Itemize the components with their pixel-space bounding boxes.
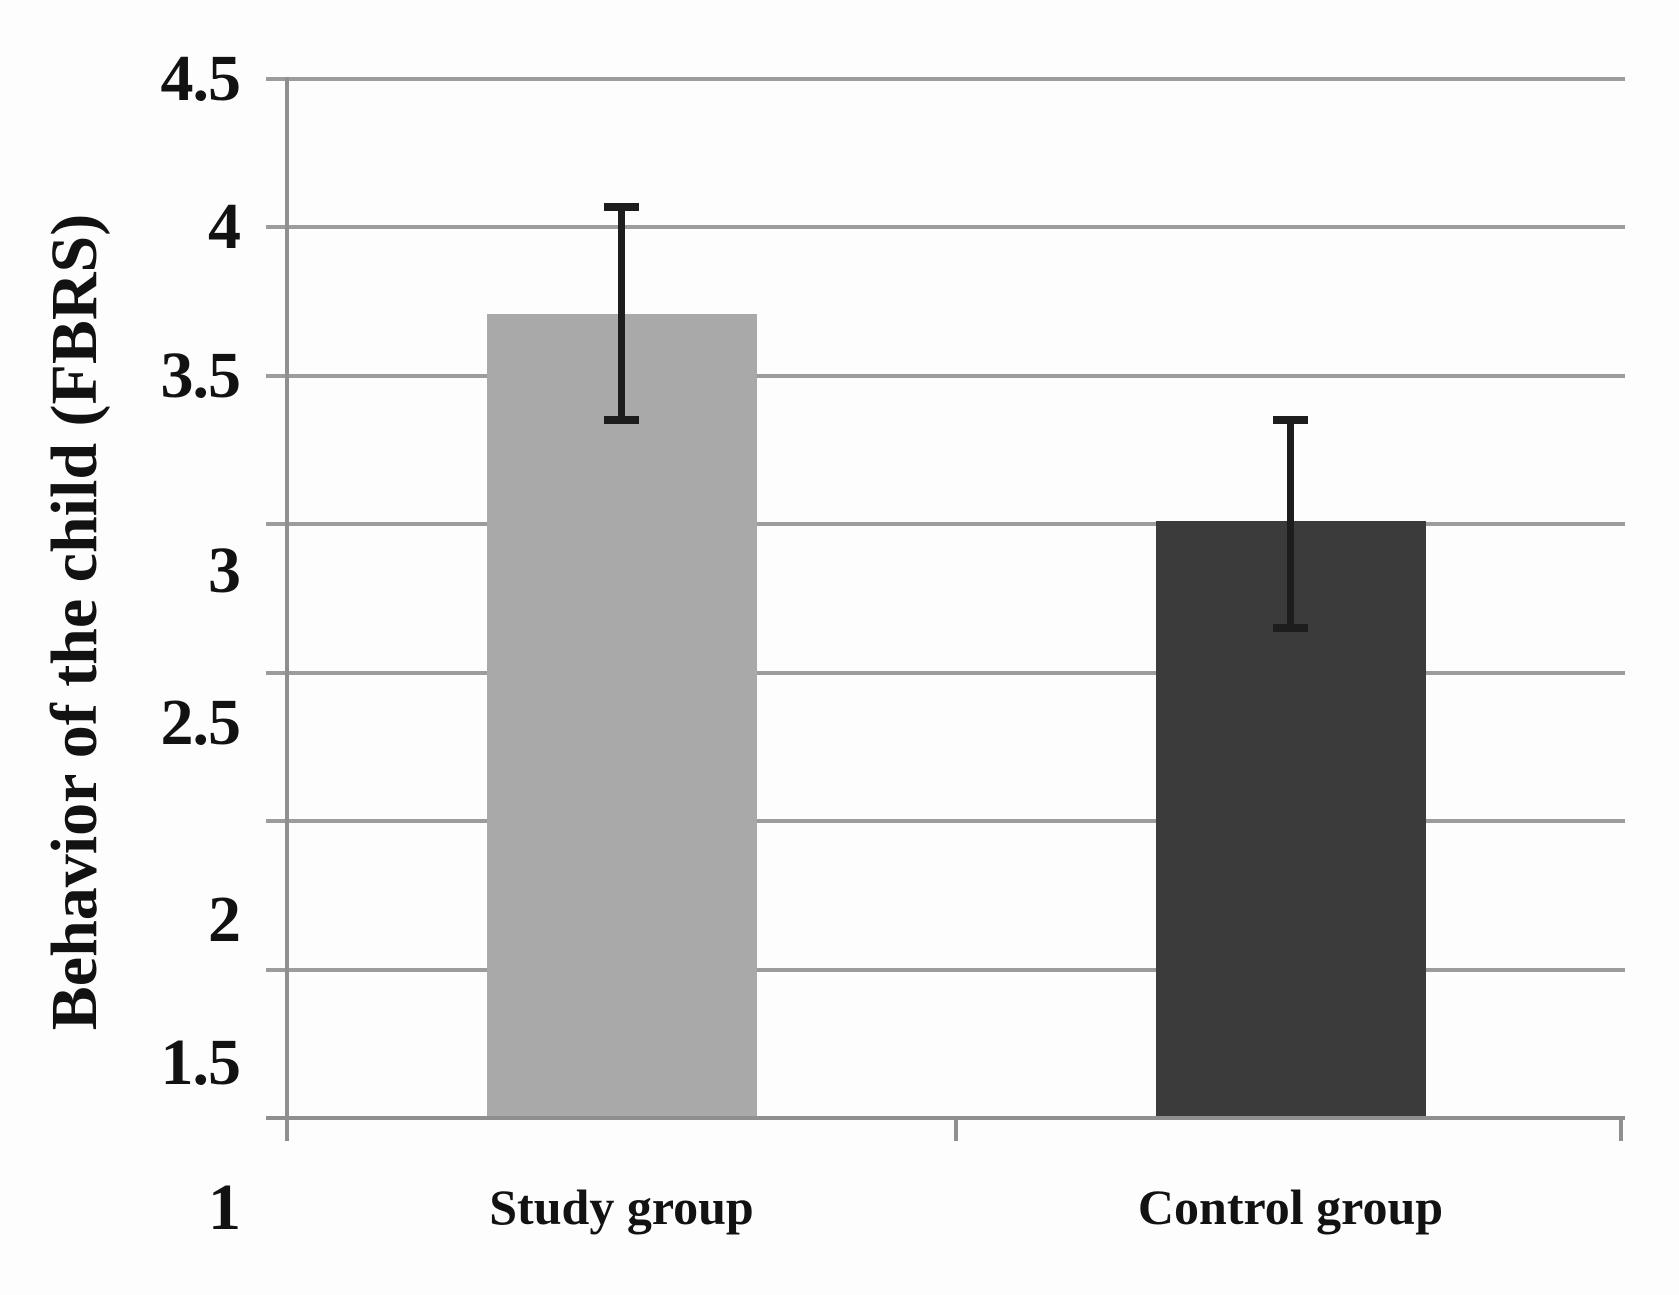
error-bar-line-study-group [618, 206, 625, 421]
error-bar-cap-control-group [1273, 624, 1308, 633]
y-tick-label: 2.5 [160, 685, 242, 759]
y-tick-label: 4.5 [160, 42, 242, 115]
x-axis-line [266, 1116, 1625, 1120]
gridline [266, 819, 1625, 824]
y-axis-line [285, 77, 289, 1141]
y-tick-label: 3 [208, 534, 241, 608]
error-bar-cap-control-group [1273, 416, 1308, 425]
error-bar-cap-study-group [604, 202, 639, 211]
gridline [266, 967, 1625, 972]
gridline [266, 522, 1625, 527]
y-tick-label: 1 [208, 1171, 241, 1244]
gridline [266, 77, 1625, 81]
y-tick-label: 4 [208, 190, 241, 264]
y-tick-label: 2 [208, 883, 241, 957]
error-bar-line-control-group [1287, 420, 1294, 629]
bar-study-group [486, 313, 757, 1118]
y-tick-label: 3.5 [160, 338, 242, 412]
x-axis-tick [954, 1118, 958, 1141]
y-tick-label: 1.5 [160, 1025, 242, 1099]
category-label-control-group: Control group [1137, 1179, 1444, 1235]
gridline [266, 670, 1625, 675]
gridline [266, 225, 1625, 230]
category-label-study-group: Study group [489, 1179, 754, 1235]
gridline [266, 373, 1625, 378]
error-bar-cap-study-group [604, 416, 639, 425]
x-axis-tick [1619, 1118, 1623, 1141]
